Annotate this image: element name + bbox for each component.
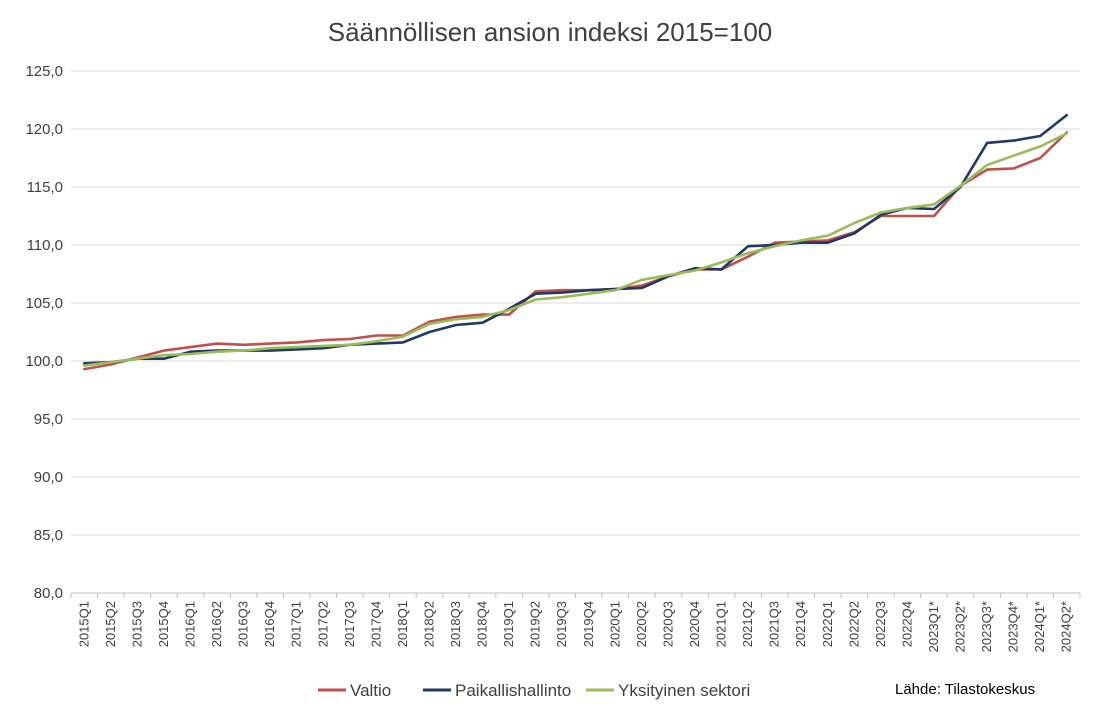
x-axis-tick-labels: 2015Q1 2015Q2 2015Q3 2015Q4 2016Q1 2016Q2 2016… [70, 593, 1081, 652]
x-tick-label: 2018Q3 [448, 601, 463, 647]
legend-label: Paikallishallinto [455, 681, 571, 700]
x-tick-label: 2022Q2 [846, 601, 861, 647]
x-tick-label: 2017Q3 [342, 601, 357, 647]
x-tick-label: 2015Q1 [76, 601, 91, 647]
x-tick-label: 2016Q3 [236, 601, 251, 647]
y-axis-tick-labels: 80,0 85,0 90,0 95,0 100,0 105,0 110,0 115,0 120,… [25, 63, 63, 602]
x-tick-label: 2021Q3 [767, 601, 782, 647]
x-tick-label: 2022Q1 [820, 601, 835, 647]
x-tick-label: 2016Q1 [182, 601, 197, 647]
y-tick-label: 125,0 [25, 63, 63, 80]
x-tick-label: 2021Q1 [714, 601, 729, 647]
x-tick-label: 2021Q2 [740, 601, 755, 647]
x-tick-label: 2023Q4* [1006, 601, 1021, 652]
series-line-2 [83, 113, 1068, 365]
x-tick-label: 2023Q2* [953, 601, 968, 652]
x-tick-label: 2022Q4 [899, 601, 914, 647]
chart-title: Säännöllisen ansion indeksi 2015=100 [328, 17, 773, 47]
x-tick-label: 2017Q1 [289, 601, 304, 647]
x-tick-label: 2019Q1 [501, 601, 516, 647]
x-tick-label: 2018Q2 [421, 601, 436, 647]
x-tick-label: 2020Q4 [687, 601, 702, 647]
x-tick-label: 2023Q1* [926, 601, 941, 652]
x-tick-label: 2016Q4 [262, 601, 277, 647]
series-lines [83, 113, 1068, 371]
y-tick-label: 80,0 [34, 585, 63, 602]
legend-label: Valtio [350, 681, 391, 700]
x-tick-label: 2018Q4 [475, 601, 490, 647]
x-tick-label: 2020Q1 [607, 601, 622, 647]
series-line-1 [83, 131, 1068, 371]
x-tick-label: 2019Q4 [581, 601, 596, 647]
y-tick-label: 105,0 [25, 295, 63, 312]
gridlines [71, 70, 1080, 594]
x-tick-label: 2015Q3 [129, 601, 144, 647]
x-tick-label: 2018Q1 [395, 601, 410, 647]
x-tick-label: 2015Q2 [103, 601, 118, 647]
x-tick-label: 2016Q2 [209, 601, 224, 647]
y-tick-label: 115,0 [27, 179, 63, 196]
x-tick-label: 2019Q2 [528, 601, 543, 647]
legend-label: Yksityinen sektori [618, 681, 750, 700]
x-tick-label: 2017Q4 [368, 601, 383, 647]
x-tick-label: 2023Q3* [979, 601, 994, 652]
x-tick-label: 2017Q2 [315, 601, 330, 647]
x-tick-label: 2020Q2 [634, 601, 649, 647]
y-tick-label: 100,0 [25, 353, 63, 370]
x-tick-label: 2020Q3 [660, 601, 675, 647]
legend: Valtio Paikallishallinto Yksityinen sektor… [318, 681, 750, 700]
x-tick-label: 2019Q3 [554, 601, 569, 647]
y-tick-label: 85,0 [34, 527, 63, 544]
x-tick-label: 2022Q3 [873, 601, 888, 647]
x-tick-label: 2021Q4 [793, 601, 808, 647]
y-tick-label: 90,0 [34, 469, 63, 486]
x-tick-label: 2015Q4 [156, 601, 171, 647]
y-tick-label: 120,0 [25, 121, 63, 138]
y-tick-label: 95,0 [34, 411, 63, 428]
x-tick-label: 2024Q2* [1059, 601, 1074, 652]
x-tick-label: 2024Q1* [1032, 601, 1047, 652]
y-tick-label: 110,0 [27, 237, 63, 254]
source-note: Lähde: Tilastokeskus [895, 681, 1035, 698]
series-line-3 [83, 132, 1068, 367]
